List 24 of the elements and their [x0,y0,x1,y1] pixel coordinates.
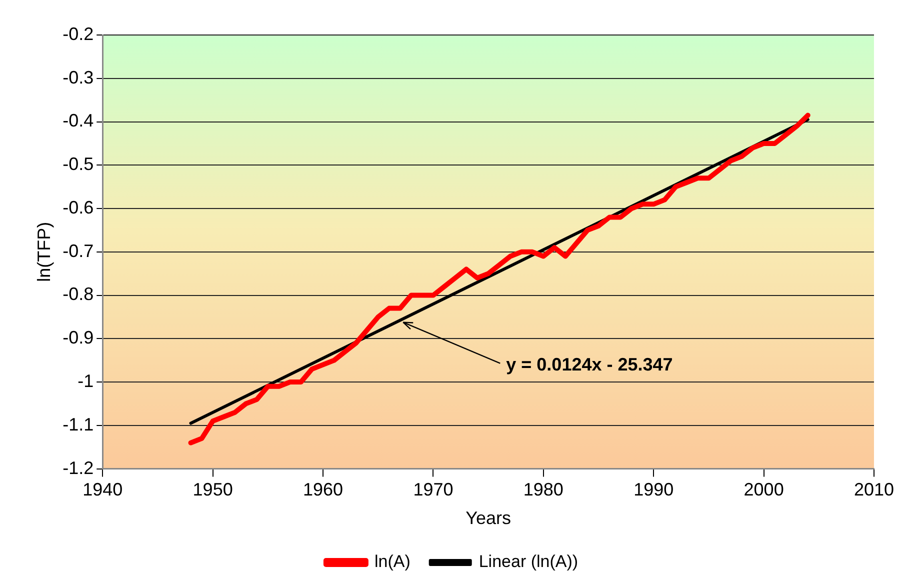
y-tick-label: -0.9 [62,328,94,348]
x-tick-label: 1940 [82,480,123,500]
y-tick-label: -1 [78,371,94,392]
y-tick-label: -0.6 [62,197,94,218]
x-tick-label: 1980 [523,480,564,500]
annotation: y = 0.0124x - 25.347 [506,354,673,374]
x-tick-label: 1990 [634,480,674,500]
y-tick-label: -0.8 [62,284,94,304]
y-tick-label: -0.3 [62,67,94,88]
legend-label: ln(A) [374,552,410,572]
legend-label: Linear (ln(A)) [478,552,578,572]
x-tick-label: 2010 [854,480,894,500]
x-tick-label: 2000 [744,480,784,500]
y-tick-label: -0.2 [62,24,94,44]
y-axis-title: ln(TFP) [34,222,54,282]
x-axis-title: Years [466,508,511,528]
y-tick-label: -0.4 [62,110,94,131]
x-tick-label: 1970 [413,480,454,500]
y-tick-label: -0.5 [62,154,94,174]
y-tick-label: -0.7 [62,240,94,261]
y-tick-label: -1.2 [62,458,94,478]
x-tick-label: 1960 [302,480,344,500]
y-tick-label: -1.1 [62,414,94,434]
x-tick-label: 1950 [192,480,233,500]
